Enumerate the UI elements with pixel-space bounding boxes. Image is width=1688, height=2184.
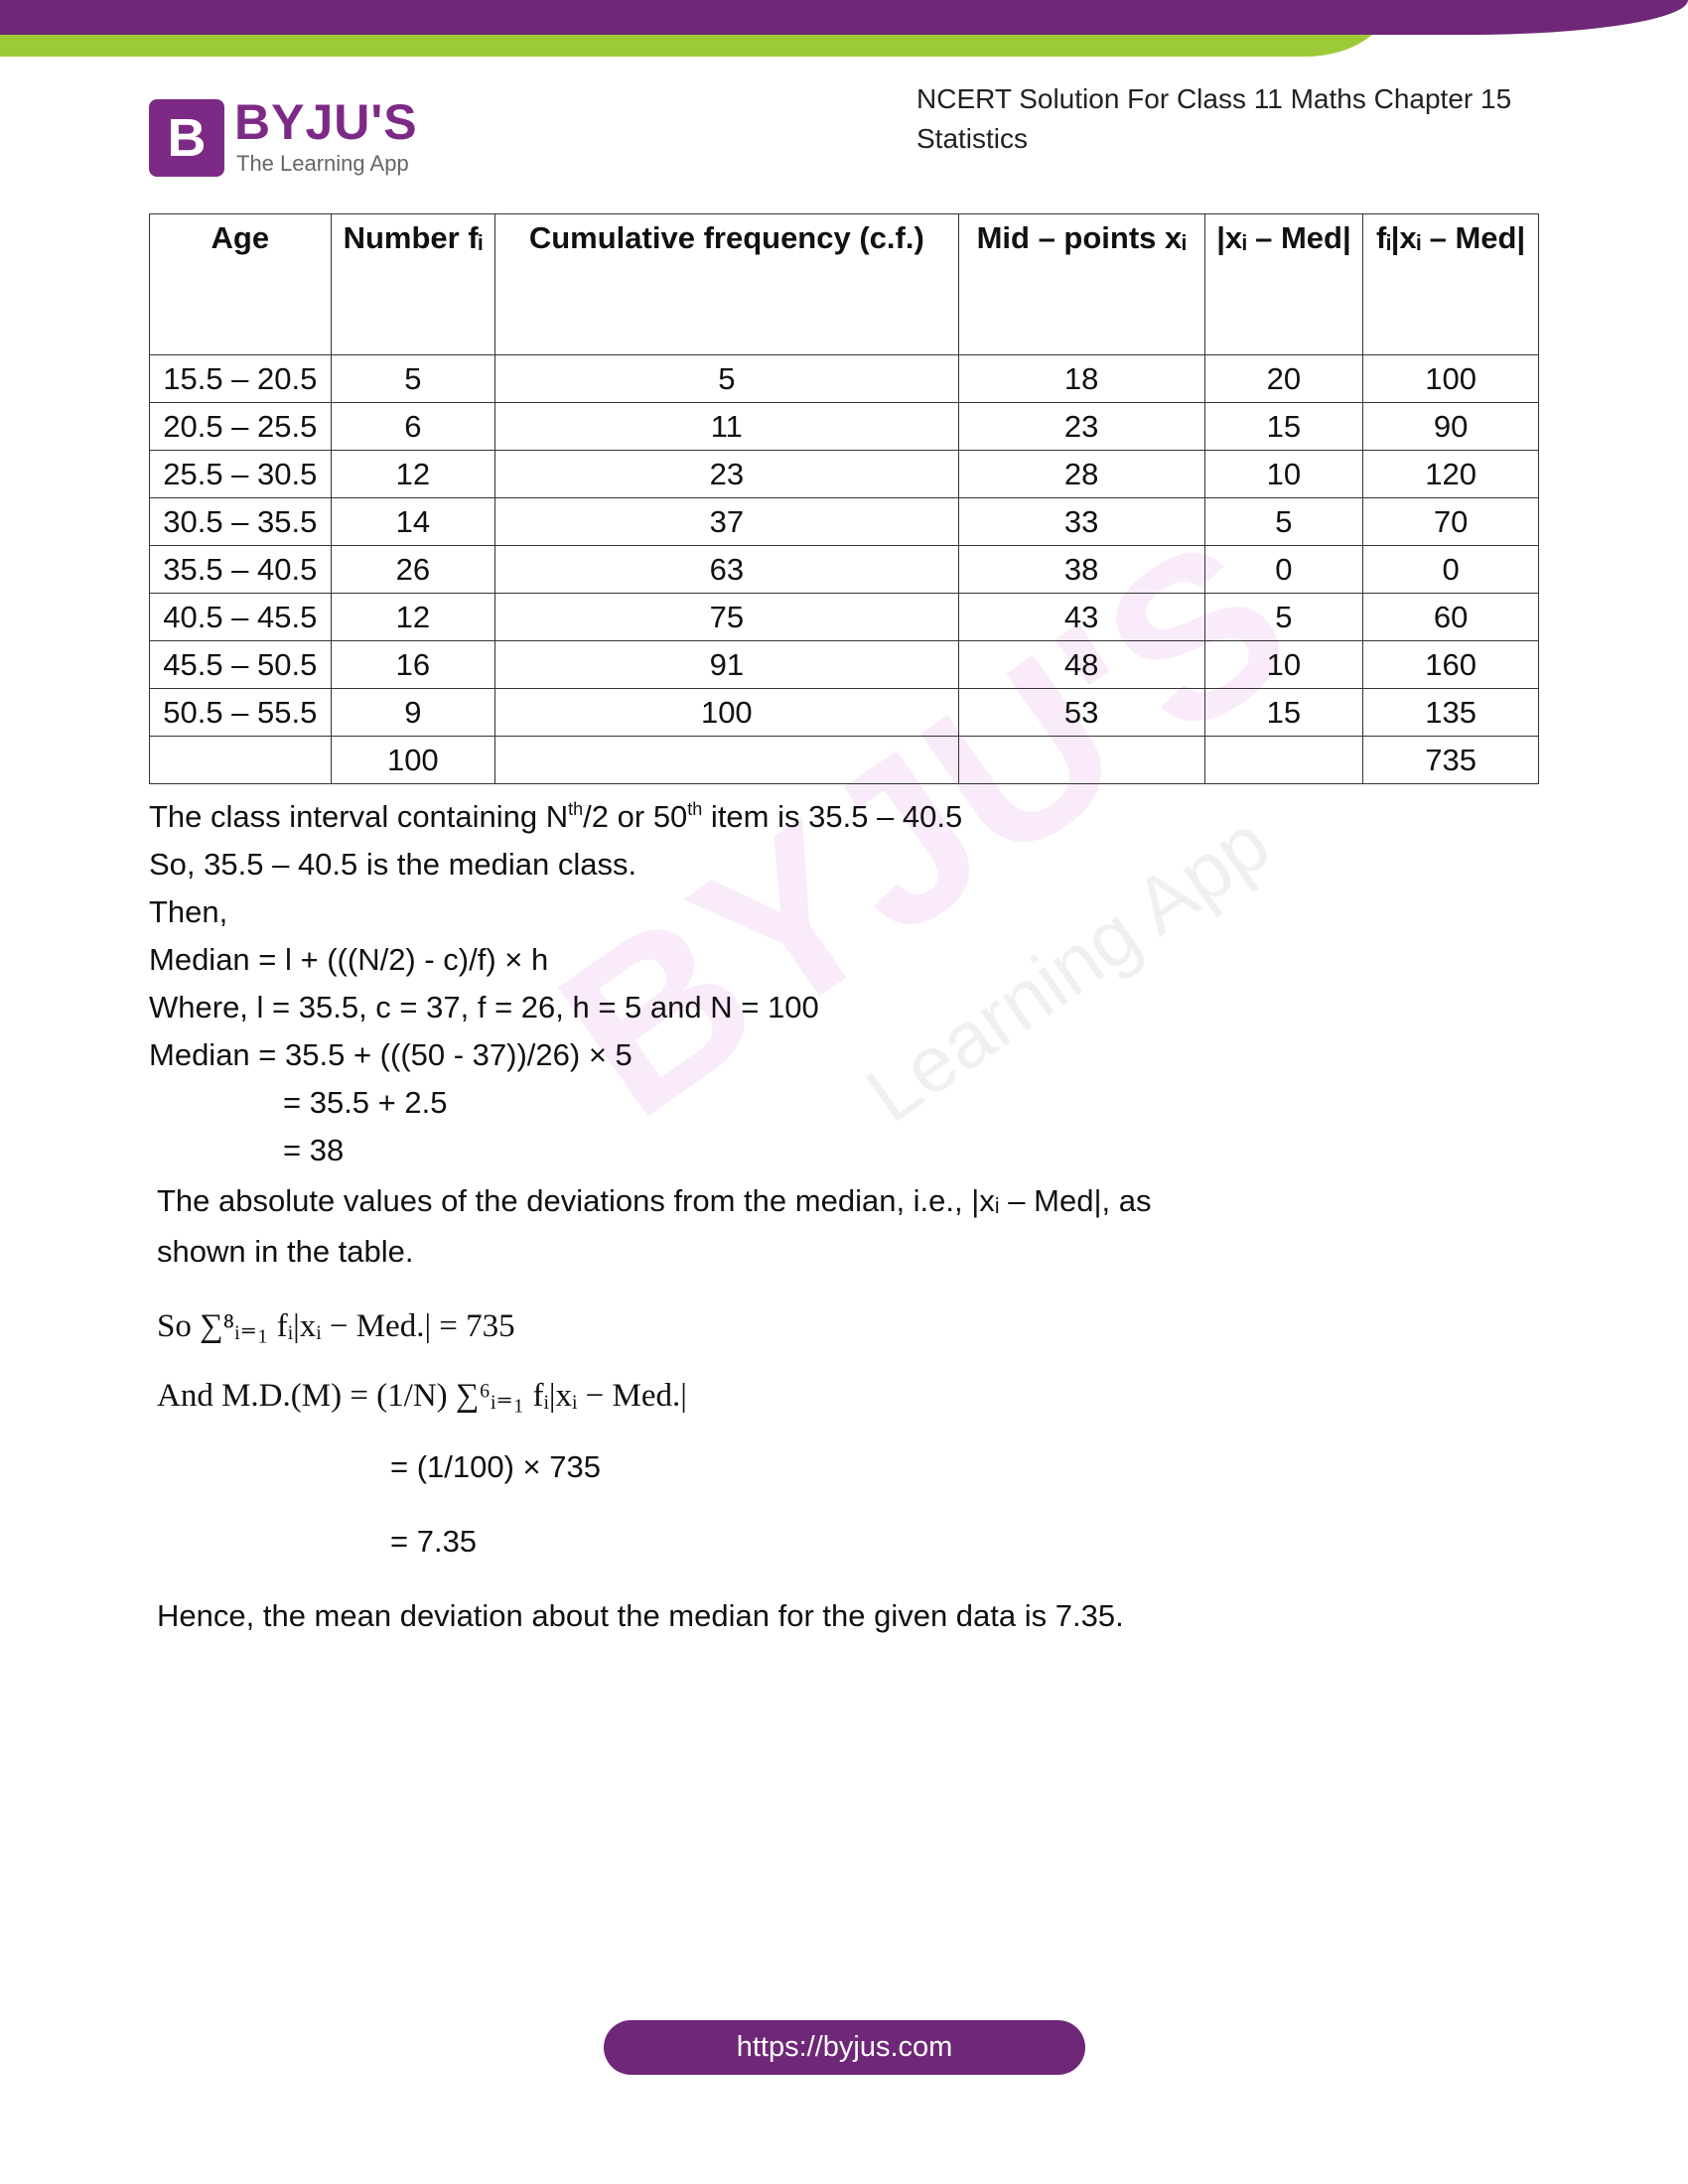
document-title: NCERT Solution For Class 11 Maths Chapte…: [916, 79, 1511, 159]
text-median-class: So, 35.5 – 40.5 is the median class.: [149, 847, 637, 882]
table-cell: 75: [494, 593, 959, 641]
table-cell: 5: [1203, 593, 1364, 641]
table-cell: 18: [957, 354, 1205, 403]
table-row: 40.5 – 45.5 12 75 43 5 60: [149, 593, 1539, 641]
table-cell: 9: [330, 688, 496, 737]
table-cell: 0: [1203, 545, 1364, 594]
table-cell: 5: [330, 354, 496, 403]
formula-mean-deviation: And M.D.(M) = (1/N) ∑⁶ᵢ₌₁ fᵢ|xᵢ − Med.|: [157, 1378, 687, 1414]
table-cell: 16: [330, 640, 496, 689]
table-cell: 43: [957, 593, 1205, 641]
table-cell: 40.5 – 45.5: [149, 593, 332, 641]
table-cell: 15.5 – 20.5: [149, 354, 332, 403]
table-cell: 120: [1362, 450, 1539, 498]
table-row: 30.5 – 35.5 14 37 33 5 70: [149, 497, 1539, 546]
table-cell: 70: [1362, 497, 1539, 546]
table-cell: 23: [494, 450, 959, 498]
column-header: Cumulative frequency (c.f.): [494, 213, 959, 355]
column-header: Mid – points xᵢ: [957, 213, 1205, 355]
table-row: 15.5 – 20.5 5 5 18 20 100: [149, 354, 1539, 403]
text-median-class-interval: The class interval containing Nth/2 or 5…: [149, 799, 963, 834]
table-cell: [494, 736, 959, 784]
table-cell: 37: [494, 497, 959, 546]
table-cell: 45.5 – 50.5: [149, 640, 332, 689]
table-cell: 12: [330, 450, 496, 498]
table-cell: 100: [1362, 354, 1539, 403]
table-cell: 100: [494, 688, 959, 737]
table-total-row: 100 735: [149, 736, 1539, 784]
text-median-result: = 38: [283, 1133, 345, 1167]
table-cell: 100: [330, 736, 496, 784]
text-median-substitution: Median = 35.5 + (((50 - 37))/26) × 5: [149, 1037, 633, 1072]
table-cell: 48: [957, 640, 1205, 689]
text-conclusion: Hence, the mean deviation about the medi…: [157, 1598, 1124, 1633]
text-median-step: = 35.5 + 2.5: [283, 1085, 448, 1120]
formula-sum: So ∑⁸ᵢ₌₁ fᵢ|xᵢ − Med.| = 735: [157, 1308, 515, 1344]
logo-name: BYJU'S: [234, 94, 418, 150]
table-cell: 135: [1362, 688, 1539, 737]
table-cell: 15: [1203, 688, 1364, 737]
table-cell: 0: [1362, 545, 1539, 594]
table-cell: 25.5 – 30.5: [149, 450, 332, 498]
table-cell: 5: [1203, 497, 1364, 546]
table-cell: 735: [1362, 736, 1539, 784]
table-row: 45.5 – 50.5 16 91 48 10 160: [149, 640, 1539, 689]
table-header-row: Age Number fᵢ Cumulative frequency (c.f.) M…: [149, 213, 1539, 355]
column-header: Number fᵢ: [330, 213, 496, 355]
formula-md-result: = 7.35: [390, 1524, 478, 1559]
table-row: 50.5 – 55.5 9 100 53 15 135: [149, 688, 1539, 737]
table-body: 15.5 – 20.5 5 5 18 20 100 20.5 – 25.5 6 11 23 15 90…: [149, 354, 1539, 784]
table-row: 25.5 – 30.5 12 23 28 10 120: [149, 450, 1539, 498]
table-cell: 33: [957, 497, 1205, 546]
table-cell: 5: [494, 354, 959, 403]
table-cell: 60: [1362, 593, 1539, 641]
table-cell: 28: [957, 450, 1205, 498]
text-shown-in-table: shown in the table.: [157, 1234, 414, 1269]
table-cell: 26: [330, 545, 496, 594]
table-row: 35.5 – 40.5 26 63 38 0 0: [149, 545, 1539, 594]
table-cell: 11: [494, 402, 959, 451]
table-cell: 53: [957, 688, 1205, 737]
table-cell: 160: [1362, 640, 1539, 689]
table-cell: 20: [1203, 354, 1364, 403]
table-cell: 6: [330, 402, 496, 451]
table-cell: 10: [1203, 450, 1364, 498]
logo-tagline: The Learning App: [236, 151, 409, 176]
table-cell: 10: [1203, 640, 1364, 689]
header-purple-band: [0, 0, 1688, 35]
table-cell: [957, 736, 1205, 784]
frequency-table: Age Number fᵢ Cumulative frequency (c.f.) M…: [149, 213, 1539, 784]
table-cell: 35.5 – 40.5: [149, 545, 332, 594]
table-cell: 38: [957, 545, 1205, 594]
table-cell: 30.5 – 35.5: [149, 497, 332, 546]
column-header: |xᵢ – Med|: [1203, 213, 1364, 355]
text-median-formula: Median = l + (((N/2) - c)/f) × h: [149, 942, 549, 977]
table-cell: 50.5 – 55.5: [149, 688, 332, 737]
table-cell: 91: [494, 640, 959, 689]
text-then: Then,: [149, 894, 228, 929]
table-cell: 63: [494, 545, 959, 594]
table-cell: [1203, 736, 1364, 784]
title-line-1: NCERT Solution For Class 11 Maths Chapte…: [916, 83, 1512, 114]
table-cell: 90: [1362, 402, 1539, 451]
table-cell: 23: [957, 402, 1205, 451]
byjus-logo: B BYJU'S The Learning App: [149, 94, 437, 181]
table-cell: 12: [330, 593, 496, 641]
table-row: 20.5 – 25.5 6 11 23 15 90: [149, 402, 1539, 451]
text-values: Where, l = 35.5, c = 37, f = 26, h = 5 a…: [149, 990, 819, 1024]
logo-icon: B: [149, 99, 224, 177]
table-cell: [149, 736, 332, 784]
table-cell: 14: [330, 497, 496, 546]
text-absolute-deviations: The absolute values of the deviations fr…: [157, 1183, 1152, 1218]
table-cell: 20.5 – 25.5: [149, 402, 332, 451]
table-cell: 15: [1203, 402, 1364, 451]
title-line-2: Statistics: [916, 123, 1029, 154]
footer-url-link[interactable]: https://byjus.com: [604, 2020, 1085, 2075]
column-header: fᵢ|xᵢ – Med|: [1362, 213, 1539, 355]
formula-md-step: = (1/100) × 735: [390, 1449, 601, 1484]
column-header: Age: [149, 213, 332, 355]
